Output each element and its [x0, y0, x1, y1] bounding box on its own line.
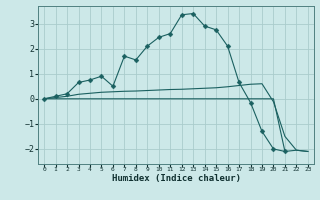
X-axis label: Humidex (Indice chaleur): Humidex (Indice chaleur)	[111, 174, 241, 183]
